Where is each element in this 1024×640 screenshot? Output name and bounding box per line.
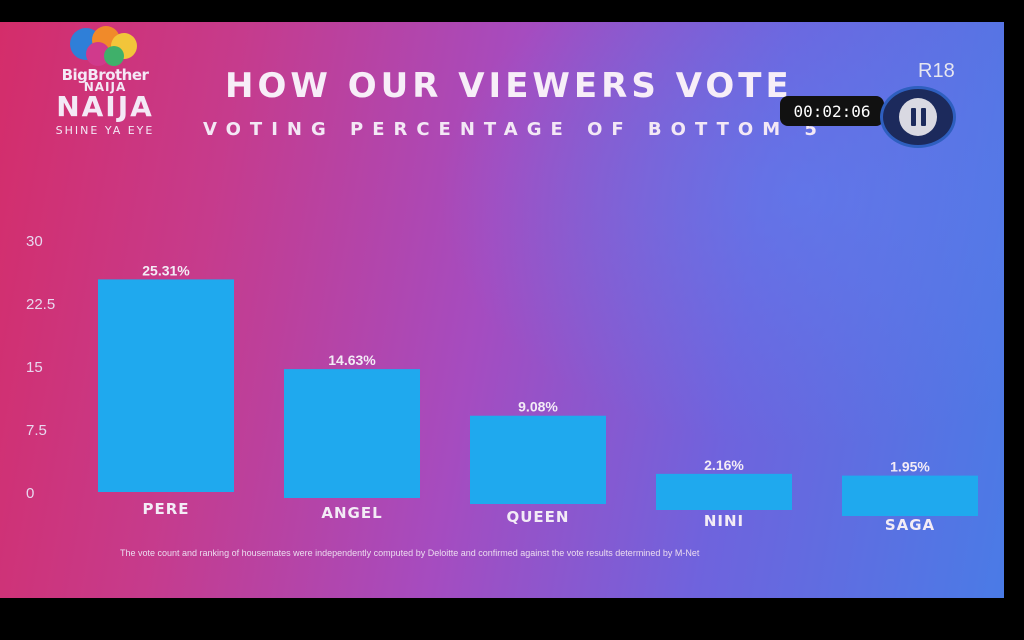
x-tick-label: SAGA [885, 516, 935, 534]
bar-queen [470, 415, 606, 504]
data-label: 2.16% [704, 457, 744, 473]
x-tick-label: ANGEL [321, 504, 382, 522]
bars: 25.31% PERE 14.63% ANGEL 9.08% QUEEN 2.16% NINI… [98, 262, 978, 534]
tv-screen: BigBrother NAIJA NAIJA SHINE YA EYE HOW … [0, 22, 1004, 598]
playback-timer: 00:02:06 [780, 96, 884, 126]
y-tick-label: 22.5 [26, 296, 55, 313]
logo-tagline: SHINE YA EYE [55, 124, 155, 137]
data-label: 25.31% [142, 262, 190, 278]
logo-line-3: NAIJA [56, 90, 154, 123]
x-tick-label: QUEEN [507, 508, 570, 526]
bar-chart: 0 7.5 15 22.5 30 25.31% PERE 14.63% ANGEL 9.08% Q… [26, 233, 978, 534]
chart-subtitle: VOTING PERCENTAGE OF BOTTOM 5 [203, 119, 826, 140]
data-label: 14.63% [328, 352, 376, 368]
y-tick-label: 15 [26, 359, 43, 376]
bar-pere [98, 279, 234, 492]
bar-saga [842, 475, 978, 516]
logo-line-1: BigBrother [61, 66, 149, 84]
logo-line-2: NAIJA [83, 80, 127, 94]
y-tick-label: 0 [26, 485, 34, 502]
x-tick-label: NINI [704, 512, 744, 530]
y-tick-label: 30 [26, 233, 43, 250]
show-logo: BigBrother NAIJA NAIJA SHINE YA EYE [50, 22, 160, 144]
y-axis: 0 7.5 15 22.5 30 [26, 233, 55, 502]
footnote: The vote count and ranking of housemates… [120, 548, 700, 558]
data-label: 9.08% [518, 399, 558, 415]
pause-icon [899, 98, 937, 136]
pause-button[interactable] [880, 86, 956, 148]
bar-nini [656, 473, 792, 510]
x-tick-label: PERE [142, 500, 189, 518]
age-rating-badge: R18 [918, 60, 955, 82]
y-tick-label: 7.5 [26, 422, 47, 439]
chart-title: HOW OUR VIEWERS VOTE [225, 66, 793, 106]
data-label: 1.95% [890, 459, 930, 475]
bar-angel [284, 369, 420, 498]
eye-emblem-icon [70, 26, 137, 66]
